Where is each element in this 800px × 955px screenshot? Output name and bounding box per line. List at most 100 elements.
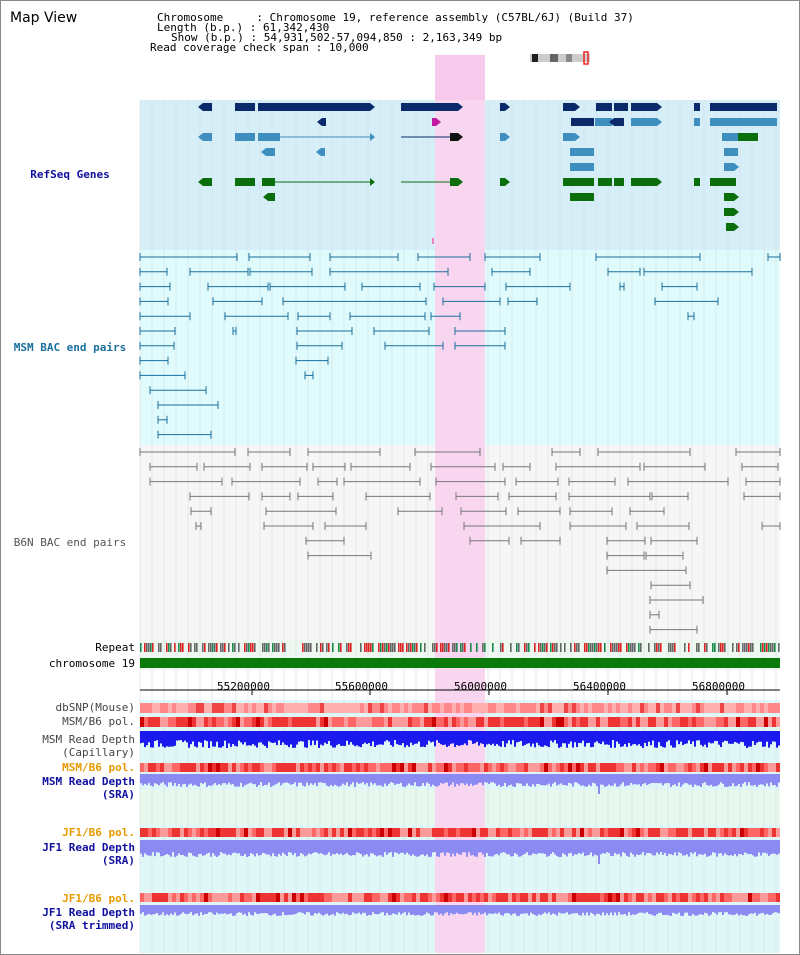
jf1-sra-depth-bar — [178, 840, 180, 854]
jf1-b6-pol-heat-cell — [700, 828, 704, 837]
msm-capillary-depth-bar — [304, 731, 306, 748]
jf1-b6-pol2-heat-cell — [760, 893, 764, 902]
msm-b6-pol2-heat-cell — [488, 763, 492, 772]
msm-sra-depth-bar — [558, 774, 560, 785]
msm-b6-pol2-heat-cell — [156, 763, 160, 772]
msm-sra-depth-bar — [210, 774, 212, 786]
gene-exon-block — [563, 103, 575, 111]
msm-capillary-depth-bar — [308, 731, 310, 741]
jf1-b6-pol-heat-cell — [572, 828, 576, 837]
jf1-trimmed-depth-bar — [146, 905, 148, 915]
jf1-sra-depth-bar — [512, 840, 514, 857]
msm-sra-depth-bar — [402, 774, 404, 787]
msm-capillary-depth-bar — [582, 731, 584, 741]
msm-capillary-depth-bar — [754, 731, 756, 746]
jf1-b6-pol-heat-cell — [456, 828, 460, 837]
jf1-b6-pol-heat-cell — [168, 828, 172, 837]
jf1-sra-depth-bar — [352, 840, 354, 856]
gene-arrow-left — [316, 148, 321, 156]
msm-sra-depth-bar — [634, 774, 636, 785]
msm-b6-pol-heat-cell — [280, 717, 284, 727]
jf1-b6-pol2-heat-cell — [556, 893, 560, 902]
msm-capillary-depth-bar — [238, 731, 240, 741]
msm-sra-depth-bar — [290, 774, 292, 785]
msm-capillary-depth-bar — [362, 731, 364, 745]
jf1-b6-pol-heat-cell — [424, 828, 428, 837]
msm-sra-depth-bar — [618, 774, 620, 787]
msm-b6-pol2-heat-cell — [176, 763, 180, 772]
jf1-sra-depth-bar — [746, 840, 748, 854]
msm-capillary-depth-bar — [504, 731, 506, 748]
jf1-sra-depth-bar — [586, 840, 588, 856]
msm-sra-depth-bar — [334, 774, 336, 785]
msm-depth-cap-line2: (Capillary) — [62, 746, 135, 759]
jf1-b6-pol2-heat-cell — [492, 893, 496, 902]
msm-sra-depth-bar — [312, 774, 314, 785]
msm-capillary-depth-bar — [744, 731, 746, 746]
jf1-b6-pol-heat-cell — [636, 828, 640, 837]
msm-b6-pol2-heat-cell — [296, 763, 300, 772]
msm-sra-depth-bar — [524, 774, 526, 786]
gene-arrow-right — [734, 193, 739, 201]
jf1-trimmed-depth-bar — [162, 905, 164, 913]
jf1-sra-depth-bar — [698, 840, 700, 855]
msm-capillary-depth-bar — [554, 731, 556, 741]
msm-b6-pol2-heat-cell — [192, 763, 196, 772]
jf1-sra-depth-bar — [324, 840, 326, 856]
dbsnp-heat-cell — [264, 703, 268, 713]
msm-sra-depth-bar — [642, 774, 644, 785]
jf1-trimmed-depth-bar — [176, 905, 178, 916]
track-label-msm-bac[interactable]: MSM BAC end pairs — [13, 341, 127, 354]
jf1-trimmed-depth-bar — [274, 905, 276, 914]
msm-capillary-depth-bar — [746, 731, 748, 748]
msm-capillary-depth-bar — [664, 731, 666, 748]
jf1-b6-pol-heat-cell — [228, 828, 232, 837]
jf1-b6-pol-heat-cell — [768, 828, 772, 837]
msm-b6-pol2-heat-cell — [224, 763, 228, 772]
msm-capillary-depth-bar — [472, 731, 474, 744]
jf1-trimmed-depth-bar — [714, 905, 716, 913]
jf1-trimmed-depth-bar — [500, 905, 502, 915]
jf1-sra-depth-bar — [690, 840, 692, 853]
msm-b6-pol-heat-cell — [300, 717, 304, 727]
jf1-b6-pol-heat-cell — [472, 828, 476, 837]
dbsnp-heat-cell — [452, 703, 456, 713]
msm-capillary-depth-bar — [658, 731, 660, 743]
jf1-b6-pol-heat-cell — [592, 828, 596, 837]
jf1-b6-pol-heat-cell — [736, 828, 740, 837]
msm-capillary-depth-bar — [456, 731, 458, 745]
track-label-b6n-bac[interactable]: B6N BAC end pairs — [13, 536, 127, 549]
msm-capillary-depth-bar — [466, 731, 468, 746]
jf1-sra-depth-bar — [274, 840, 276, 857]
track-label-refseq[interactable]: RefSeq Genes — [30, 168, 110, 181]
jf1-sra-depth-bar — [244, 840, 246, 854]
msm-sra-depth-bar — [394, 774, 396, 785]
jf1-trimmed-depth-bar — [738, 905, 740, 916]
jf1-b6-pol-heat-cell — [660, 828, 664, 837]
msm-capillary-depth-bar — [354, 731, 356, 747]
msm-capillary-depth-bar — [326, 731, 328, 744]
jf1-sra-depth-bar — [218, 840, 220, 856]
jf1-b6-pol2-heat-cell — [212, 893, 216, 902]
jf1-sra-depth-bar — [544, 840, 546, 854]
msm-sra-depth-bar — [674, 774, 676, 785]
jf1-b6-pol-heat-cell — [488, 828, 492, 837]
jf1-sra-depth-bar — [276, 840, 278, 857]
jf1-b6-pol-heat-cell — [632, 828, 636, 837]
msm-sra-depth-bar — [644, 774, 646, 783]
jf1-sra-depth-bar — [456, 840, 458, 853]
msm-sra-depth-bar — [632, 774, 634, 785]
gene-exon-block — [614, 118, 624, 126]
jf1-sra-depth-bar — [720, 840, 722, 854]
dbsnp-heat-cell — [652, 703, 656, 713]
repeat-element — [152, 643, 154, 652]
msm-b6-pol2-heat-cell — [240, 763, 244, 772]
jf1-trimmed-depth-bar — [592, 905, 594, 914]
msm-b6-pol2-heat-cell — [524, 763, 528, 772]
dbsnp-heat-cell — [184, 703, 188, 713]
msm-sra-depth-bar — [656, 774, 658, 784]
jf1-sra-depth-bar — [734, 840, 736, 855]
jf1-trimmed-depth-bar — [314, 905, 316, 914]
dbsnp-heat-cell — [460, 703, 464, 713]
